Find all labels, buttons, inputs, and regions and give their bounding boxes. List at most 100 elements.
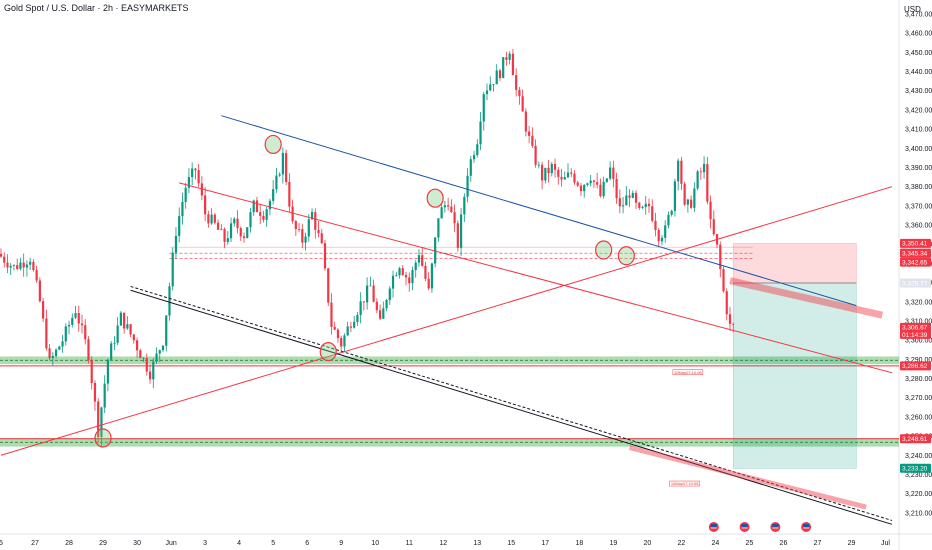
candle [210,208,213,225]
candle-body [252,200,255,213]
candle [385,298,388,312]
candle [307,214,310,242]
candle [540,161,544,190]
candle-body [148,371,152,380]
event-flag-canton [741,524,748,527]
candle [0,248,3,258]
candle-body [80,323,84,326]
candle-body [690,199,693,208]
candle-body [255,200,259,213]
candle [677,158,680,191]
candle-body [395,275,398,277]
y-tick-label: 3,430.00 [905,88,932,95]
candle-body [495,70,498,85]
candle [605,177,608,183]
candle-body [544,167,547,181]
event-flag-canton [772,524,779,527]
candle-body [349,326,353,328]
highlight-circle [319,342,337,362]
x-tick-label: 5 [0,540,3,547]
candle [511,48,515,76]
x-tick-label: 4 [237,540,241,547]
candle-body [77,312,80,324]
x-tick-label: 3 [203,540,207,547]
candle-body [135,340,139,351]
candle [417,249,421,267]
candle-body [686,199,689,205]
x-tick-label: 22 [678,540,686,547]
x-tick-label: Jun [165,540,176,547]
candle [644,196,647,215]
candle-body [430,263,434,289]
x-tick-label: 29 [99,540,107,547]
candle [161,345,165,352]
y-tick-label: 3,310.00 [905,318,932,325]
candle-body [696,171,699,189]
candle [54,348,58,359]
candle [330,293,333,335]
y-tick-label: 3,270.00 [905,395,932,402]
candle-body [210,214,213,224]
candle [489,76,492,92]
candle [557,167,560,185]
x-tick-label: 26 [780,540,788,547]
candle [97,398,100,443]
candle-body [35,270,38,281]
candle [508,51,511,65]
candle-body [174,235,178,253]
candle [197,163,200,188]
candles [0,48,735,447]
price-tag: 3,329.77 [900,278,931,288]
y-tick-label: 3,410.00 [905,127,932,134]
x-tick-label: Jul [881,540,890,547]
candle [693,182,696,212]
candle [434,236,437,268]
candle-body [93,382,97,402]
candle-body [421,255,424,266]
candle-body [239,228,242,237]
candle-body [660,237,664,242]
candle [155,347,158,364]
candle-body [651,206,654,221]
candle-body [515,75,518,90]
candle [366,277,369,310]
candle [391,270,395,298]
candle [476,139,479,158]
candle [191,162,194,186]
candle-body [609,167,612,179]
candle-body [158,350,161,354]
y-tick-label: 3,290.00 [905,357,932,364]
candle [375,298,378,314]
candle-body [278,174,281,176]
candle [589,174,592,187]
x-tick-label: 10 [371,540,379,547]
candle-body [644,203,647,207]
candle [706,156,709,205]
chart-note-box [669,480,700,487]
candle [42,297,45,322]
candle [255,196,259,213]
candle [612,160,615,188]
x-tick-label: 12 [439,540,447,547]
candle [388,286,391,305]
x-tick-label: 17 [541,540,549,547]
candle [246,227,249,239]
candle [728,306,732,331]
price-tag-label: 3,248.61 [902,436,928,443]
candle-body [353,321,356,328]
candle [194,167,197,180]
candle-body [327,268,330,303]
candle [609,161,612,181]
candle [447,197,450,211]
candle [369,276,372,287]
candle-body [443,205,446,208]
y-tick-label: 3,240.00 [905,453,932,460]
candle-body [249,212,252,228]
candle-body [647,203,651,207]
candle [158,349,161,362]
candle [450,199,453,213]
x-tick-label: 27 [814,540,822,547]
candle-body [638,202,641,208]
candle-body [531,135,534,146]
